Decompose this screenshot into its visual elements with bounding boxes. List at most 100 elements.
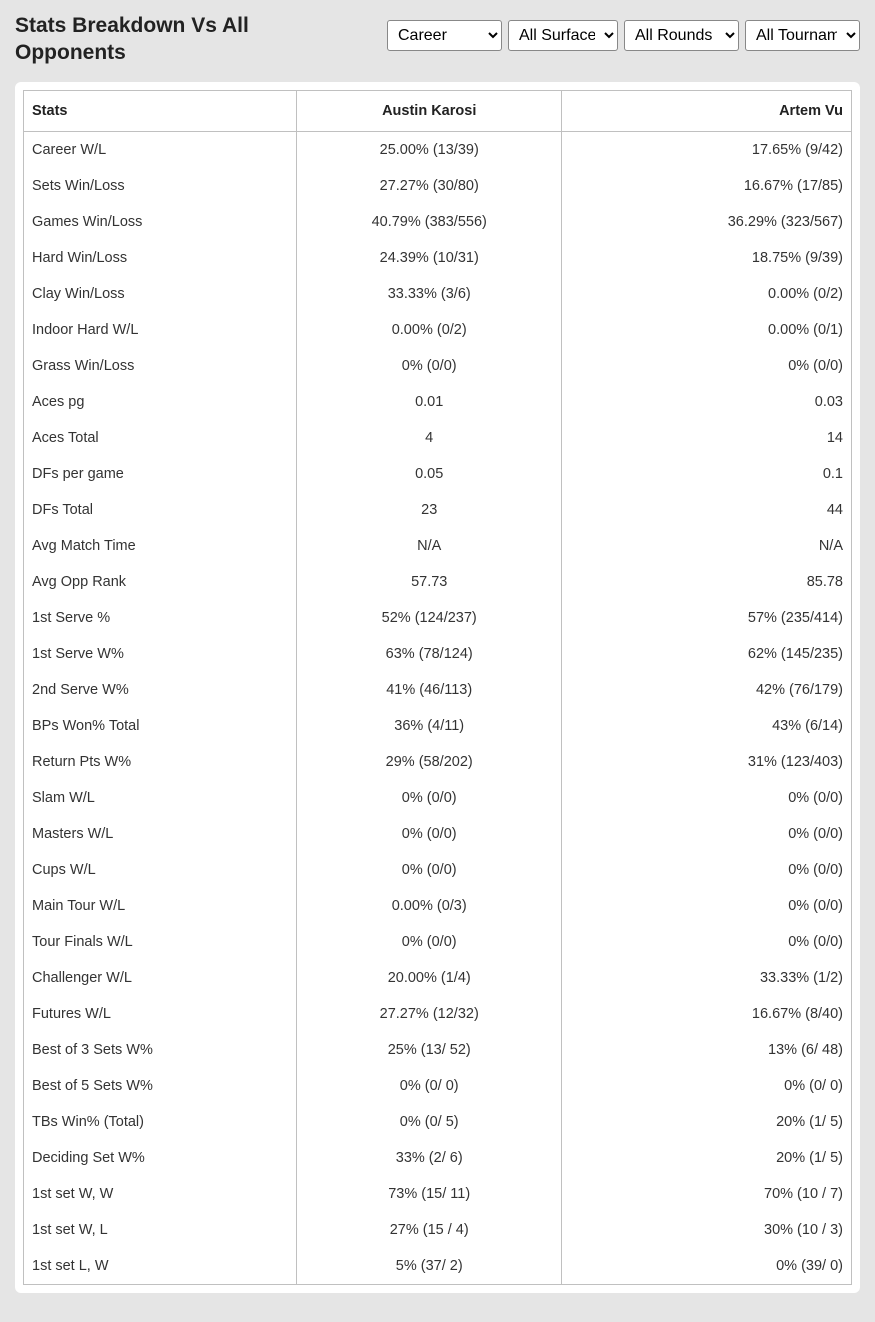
filter-bar: Career All Surfaces All Rounds All Tourn…: [387, 20, 860, 51]
table-row: Masters W/L0% (0/0)0% (0/0): [24, 816, 852, 852]
player2-value: 0% (39/ 0): [562, 1248, 852, 1285]
player2-value: 17.65% (9/42): [562, 131, 852, 168]
player2-value: 0% (0/0): [562, 852, 852, 888]
player2-value: 44: [562, 492, 852, 528]
table-row: Hard Win/Loss24.39% (10/31)18.75% (9/39): [24, 240, 852, 276]
player2-value: 0% (0/0): [562, 780, 852, 816]
stat-label: Indoor Hard W/L: [24, 312, 297, 348]
player1-value: 0% (0/ 0): [297, 1068, 562, 1104]
table-row: Aces pg0.010.03: [24, 384, 852, 420]
player1-value: 23: [297, 492, 562, 528]
player2-value: 43% (6/14): [562, 708, 852, 744]
player1-value: 0% (0/0): [297, 780, 562, 816]
stat-label: Clay Win/Loss: [24, 276, 297, 312]
player1-value: 41% (46/113): [297, 672, 562, 708]
table-row: Clay Win/Loss33.33% (3/6)0.00% (0/2): [24, 276, 852, 312]
player2-value: 33.33% (1/2): [562, 960, 852, 996]
player2-value: 0.00% (0/1): [562, 312, 852, 348]
player2-value: 16.67% (8/40): [562, 996, 852, 1032]
stat-label: TBs Win% (Total): [24, 1104, 297, 1140]
rounds-select[interactable]: All Rounds: [624, 20, 739, 51]
surface-select[interactable]: All Surfaces: [508, 20, 618, 51]
stat-label: DFs Total: [24, 492, 297, 528]
player1-value: 63% (78/124): [297, 636, 562, 672]
player2-value: 18.75% (9/39): [562, 240, 852, 276]
table-row: Best of 5 Sets W%0% (0/ 0)0% (0/ 0): [24, 1068, 852, 1104]
table-row: Futures W/L27.27% (12/32)16.67% (8/40): [24, 996, 852, 1032]
stats-table: Stats Austin Karosi Artem Vu Career W/L2…: [23, 90, 852, 1285]
table-row: TBs Win% (Total)0% (0/ 5)20% (1/ 5): [24, 1104, 852, 1140]
table-row: Avg Opp Rank57.7385.78: [24, 564, 852, 600]
stat-label: Hard Win/Loss: [24, 240, 297, 276]
player1-value: 33% (2/ 6): [297, 1140, 562, 1176]
player1-value: 40.79% (383/556): [297, 204, 562, 240]
header-player1: Austin Karosi: [297, 90, 562, 131]
header-stats: Stats: [24, 90, 297, 131]
player1-value: 0% (0/0): [297, 348, 562, 384]
player2-value: 31% (123/403): [562, 744, 852, 780]
player2-value: 20% (1/ 5): [562, 1104, 852, 1140]
player2-value: 57% (235/414): [562, 600, 852, 636]
table-body: Career W/L25.00% (13/39)17.65% (9/42)Set…: [24, 131, 852, 1284]
player1-value: 52% (124/237): [297, 600, 562, 636]
player1-value: 0% (0/0): [297, 816, 562, 852]
stat-label: 1st set W, W: [24, 1176, 297, 1212]
player2-value: 0.1: [562, 456, 852, 492]
player2-value: 85.78: [562, 564, 852, 600]
player1-value: 0% (0/0): [297, 852, 562, 888]
table-row: 1st set W, L27% (15 / 4)30% (10 / 3): [24, 1212, 852, 1248]
player2-value: 70% (10 / 7): [562, 1176, 852, 1212]
player2-value: 42% (76/179): [562, 672, 852, 708]
table-row: Deciding Set W%33% (2/ 6)20% (1/ 5): [24, 1140, 852, 1176]
player2-value: 0% (0/0): [562, 348, 852, 384]
table-row: Slam W/L0% (0/0)0% (0/0): [24, 780, 852, 816]
player1-value: 0% (0/0): [297, 924, 562, 960]
table-row: Sets Win/Loss27.27% (30/80)16.67% (17/85…: [24, 168, 852, 204]
header-player2: Artem Vu: [562, 90, 852, 131]
player1-value: 57.73: [297, 564, 562, 600]
player1-value: 73% (15/ 11): [297, 1176, 562, 1212]
player1-value: 25% (13/ 52): [297, 1032, 562, 1068]
stat-label: Challenger W/L: [24, 960, 297, 996]
stat-label: 2nd Serve W%: [24, 672, 297, 708]
table-row: 1st Serve %52% (124/237)57% (235/414): [24, 600, 852, 636]
table-row: BPs Won% Total36% (4/11)43% (6/14): [24, 708, 852, 744]
player2-value: 0.00% (0/2): [562, 276, 852, 312]
player2-value: 36.29% (323/567): [562, 204, 852, 240]
table-row: DFs Total2344: [24, 492, 852, 528]
player1-value: 0.05: [297, 456, 562, 492]
player2-value: N/A: [562, 528, 852, 564]
player1-value: 27.27% (30/80): [297, 168, 562, 204]
stat-label: Aces pg: [24, 384, 297, 420]
player2-value: 0.03: [562, 384, 852, 420]
table-header-row: Stats Austin Karosi Artem Vu: [24, 90, 852, 131]
player1-value: 0.00% (0/2): [297, 312, 562, 348]
career-select[interactable]: Career: [387, 20, 502, 51]
stat-label: Avg Match Time: [24, 528, 297, 564]
header: Stats Breakdown Vs All Opponents Career …: [15, 12, 860, 67]
table-row: Grass Win/Loss0% (0/0)0% (0/0): [24, 348, 852, 384]
table-row: 1st set L, W5% (37/ 2)0% (39/ 0): [24, 1248, 852, 1285]
stat-label: Slam W/L: [24, 780, 297, 816]
player1-value: 0% (0/ 5): [297, 1104, 562, 1140]
player1-value: 25.00% (13/39): [297, 131, 562, 168]
stat-label: Cups W/L: [24, 852, 297, 888]
page-title: Stats Breakdown Vs All Opponents: [15, 12, 335, 67]
table-row: Challenger W/L20.00% (1/4)33.33% (1/2): [24, 960, 852, 996]
player2-value: 13% (6/ 48): [562, 1032, 852, 1068]
stat-label: Masters W/L: [24, 816, 297, 852]
tournaments-select[interactable]: All Tournaments: [745, 20, 860, 51]
player1-value: 33.33% (3/6): [297, 276, 562, 312]
stat-label: Grass Win/Loss: [24, 348, 297, 384]
player2-value: 0% (0/0): [562, 816, 852, 852]
stat-label: DFs per game: [24, 456, 297, 492]
table-container: Stats Austin Karosi Artem Vu Career W/L2…: [15, 82, 860, 1293]
stat-label: Main Tour W/L: [24, 888, 297, 924]
stat-label: Futures W/L: [24, 996, 297, 1032]
table-row: Return Pts W%29% (58/202)31% (123/403): [24, 744, 852, 780]
player1-value: 24.39% (10/31): [297, 240, 562, 276]
stat-label: 1st Serve %: [24, 600, 297, 636]
stat-label: Games Win/Loss: [24, 204, 297, 240]
player1-value: 27.27% (12/32): [297, 996, 562, 1032]
stat-label: Sets Win/Loss: [24, 168, 297, 204]
